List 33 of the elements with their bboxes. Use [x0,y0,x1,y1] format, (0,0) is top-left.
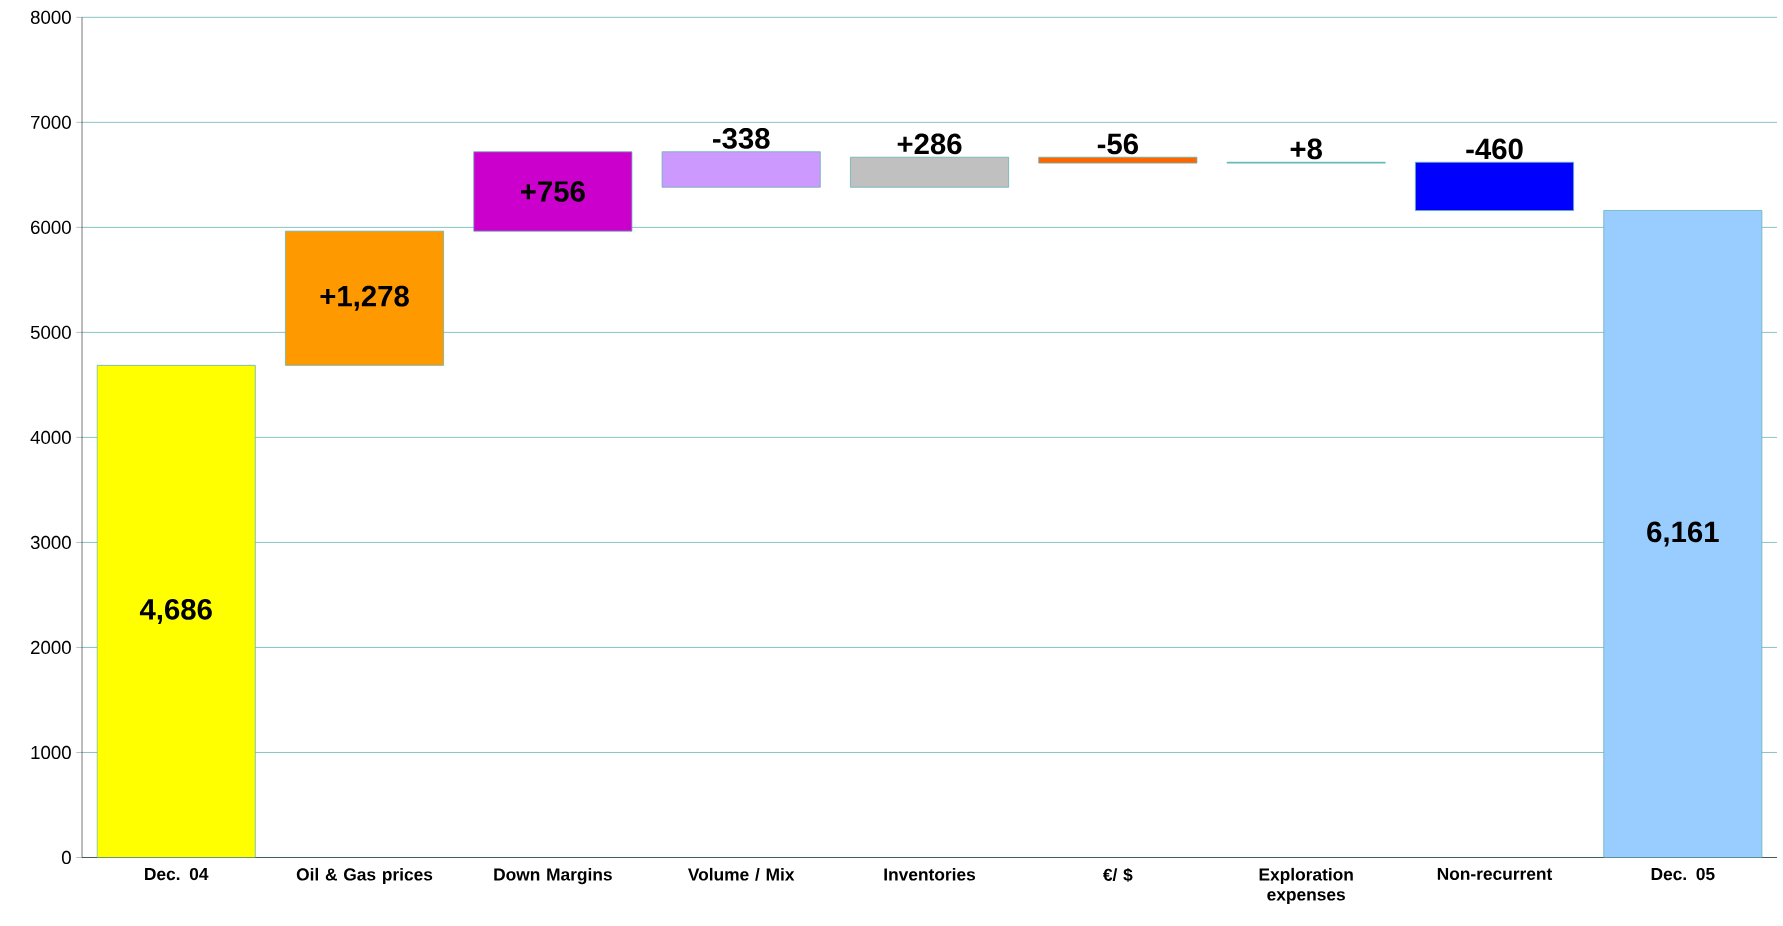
y-tick-label: 1000 [31,746,71,760]
x-tick-label: Oil & Gas prices [296,868,433,885]
x-tick-label: Dec. 05 [1651,868,1715,881]
bar [850,157,1009,188]
x-tick-label: Inventories [884,868,976,881]
x-tick-label: €/ $ [1102,868,1133,883]
x-tick-label: Non-recurrent [1437,868,1553,881]
x-tick-label: Dec. 04 [145,868,209,881]
data-label: +1,278 [320,285,409,312]
y-tick-label: 8000 [30,10,71,25]
data-label: -338 [712,128,770,150]
bar [661,151,821,188]
data-label: +756 [521,181,585,203]
bar [285,231,445,367]
y-tick-label: 7000 [31,115,71,130]
data-label: +286 [897,133,962,155]
y-tick-label: 4000 [30,431,71,445]
data-label: +8 [1290,138,1322,160]
bar [1415,162,1574,212]
x-tick-label: Exploration expenses [1259,868,1353,905]
y-tick-label: 5000 [30,326,71,340]
y-tick-label: 2000 [31,641,71,655]
data-label: -56 [1097,133,1138,155]
data-label: 4,686 [139,599,212,625]
y-tick-label: 0 [61,851,71,865]
bar [1038,157,1198,164]
data-label: -460 [1466,138,1523,160]
bar [473,151,633,232]
x-tick-label: Volume / Mix [688,868,795,882]
x-tick-label: Down Margins [494,868,612,885]
y-tick-label: 6000 [31,221,71,235]
y-tick-label: 3000 [30,536,71,550]
data-label: 6,161 [1647,521,1719,547]
